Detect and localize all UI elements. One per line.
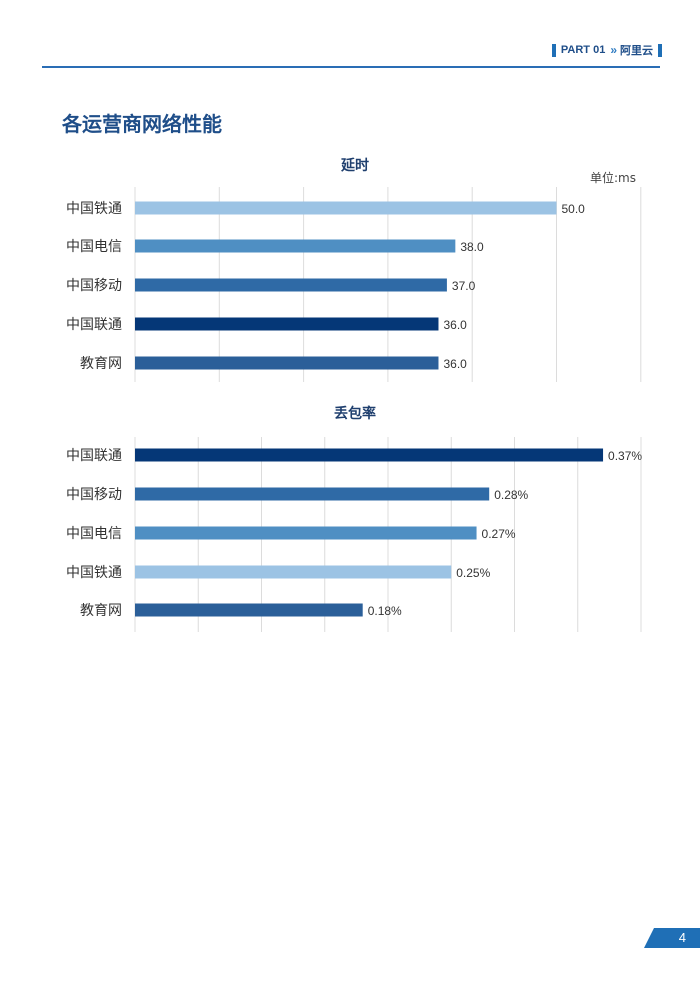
chart2-value-label-2: 0.27% xyxy=(482,527,516,541)
chevron-right-icon: » xyxy=(610,43,617,57)
chart1-bar-1 xyxy=(135,239,456,253)
chart1-value-label-1: 38.0 xyxy=(460,240,484,254)
chart2-title: 丢包率 xyxy=(334,405,376,422)
chart1-title: 延时 xyxy=(340,157,369,174)
chart2-bar-4 xyxy=(135,603,363,617)
chart1-bar-2 xyxy=(135,278,447,292)
header-section-label: 阿里云 xyxy=(620,45,653,57)
header-divider xyxy=(42,66,660,68)
chart2-bar-2 xyxy=(135,526,477,540)
chart2-category-label-4: 教育网 xyxy=(80,603,122,619)
chart1-value-label-2: 37.0 xyxy=(452,279,476,293)
chart1-bar-3 xyxy=(135,317,439,331)
chart1-category-label-2: 中国移动 xyxy=(66,278,122,294)
chart2-category-label-0: 中国联通 xyxy=(66,448,122,464)
chart2-bar-0 xyxy=(135,448,604,462)
chart2-category-label-2: 中国电信 xyxy=(66,526,122,542)
page-header: PART 01 » 阿里云 xyxy=(551,40,662,60)
chart1-category-label-4: 教育网 xyxy=(80,356,122,372)
chart2-value-label-4: 0.18% xyxy=(368,604,402,618)
chart1-value-label-3: 36.0 xyxy=(443,318,467,332)
chart2-value-label-0: 0.37% xyxy=(608,449,642,463)
header-right-bar xyxy=(658,43,662,57)
chart1-bar-0 xyxy=(135,201,557,215)
page-number: 4 xyxy=(644,928,700,948)
chart2-bar-3 xyxy=(135,565,452,579)
chart1-category-label-1: 中国电信 xyxy=(66,239,122,255)
chart1-value-label-4: 36.0 xyxy=(443,357,467,371)
chart1-category-label-0: 中国铁通 xyxy=(66,201,122,217)
chart1-bar-4 xyxy=(135,356,439,370)
chart1-category-label-3: 中国联通 xyxy=(66,317,122,333)
chart1-unit-label: 单位:ms xyxy=(590,170,636,185)
chart2-category-label-1: 中国移动 xyxy=(66,487,122,503)
chart1-value-label-0: 50.0 xyxy=(562,202,586,216)
chart2-bar-1 xyxy=(135,487,490,501)
chart2-value-label-3: 0.25% xyxy=(456,566,490,580)
chart2-value-label-1: 0.28% xyxy=(494,488,528,502)
header-part-label: PART 01 xyxy=(560,44,606,56)
page-title: 各运营商网络性能 xyxy=(62,112,222,136)
chart2-category-label-3: 中国铁通 xyxy=(66,565,122,581)
header-left-bar xyxy=(551,43,556,57)
